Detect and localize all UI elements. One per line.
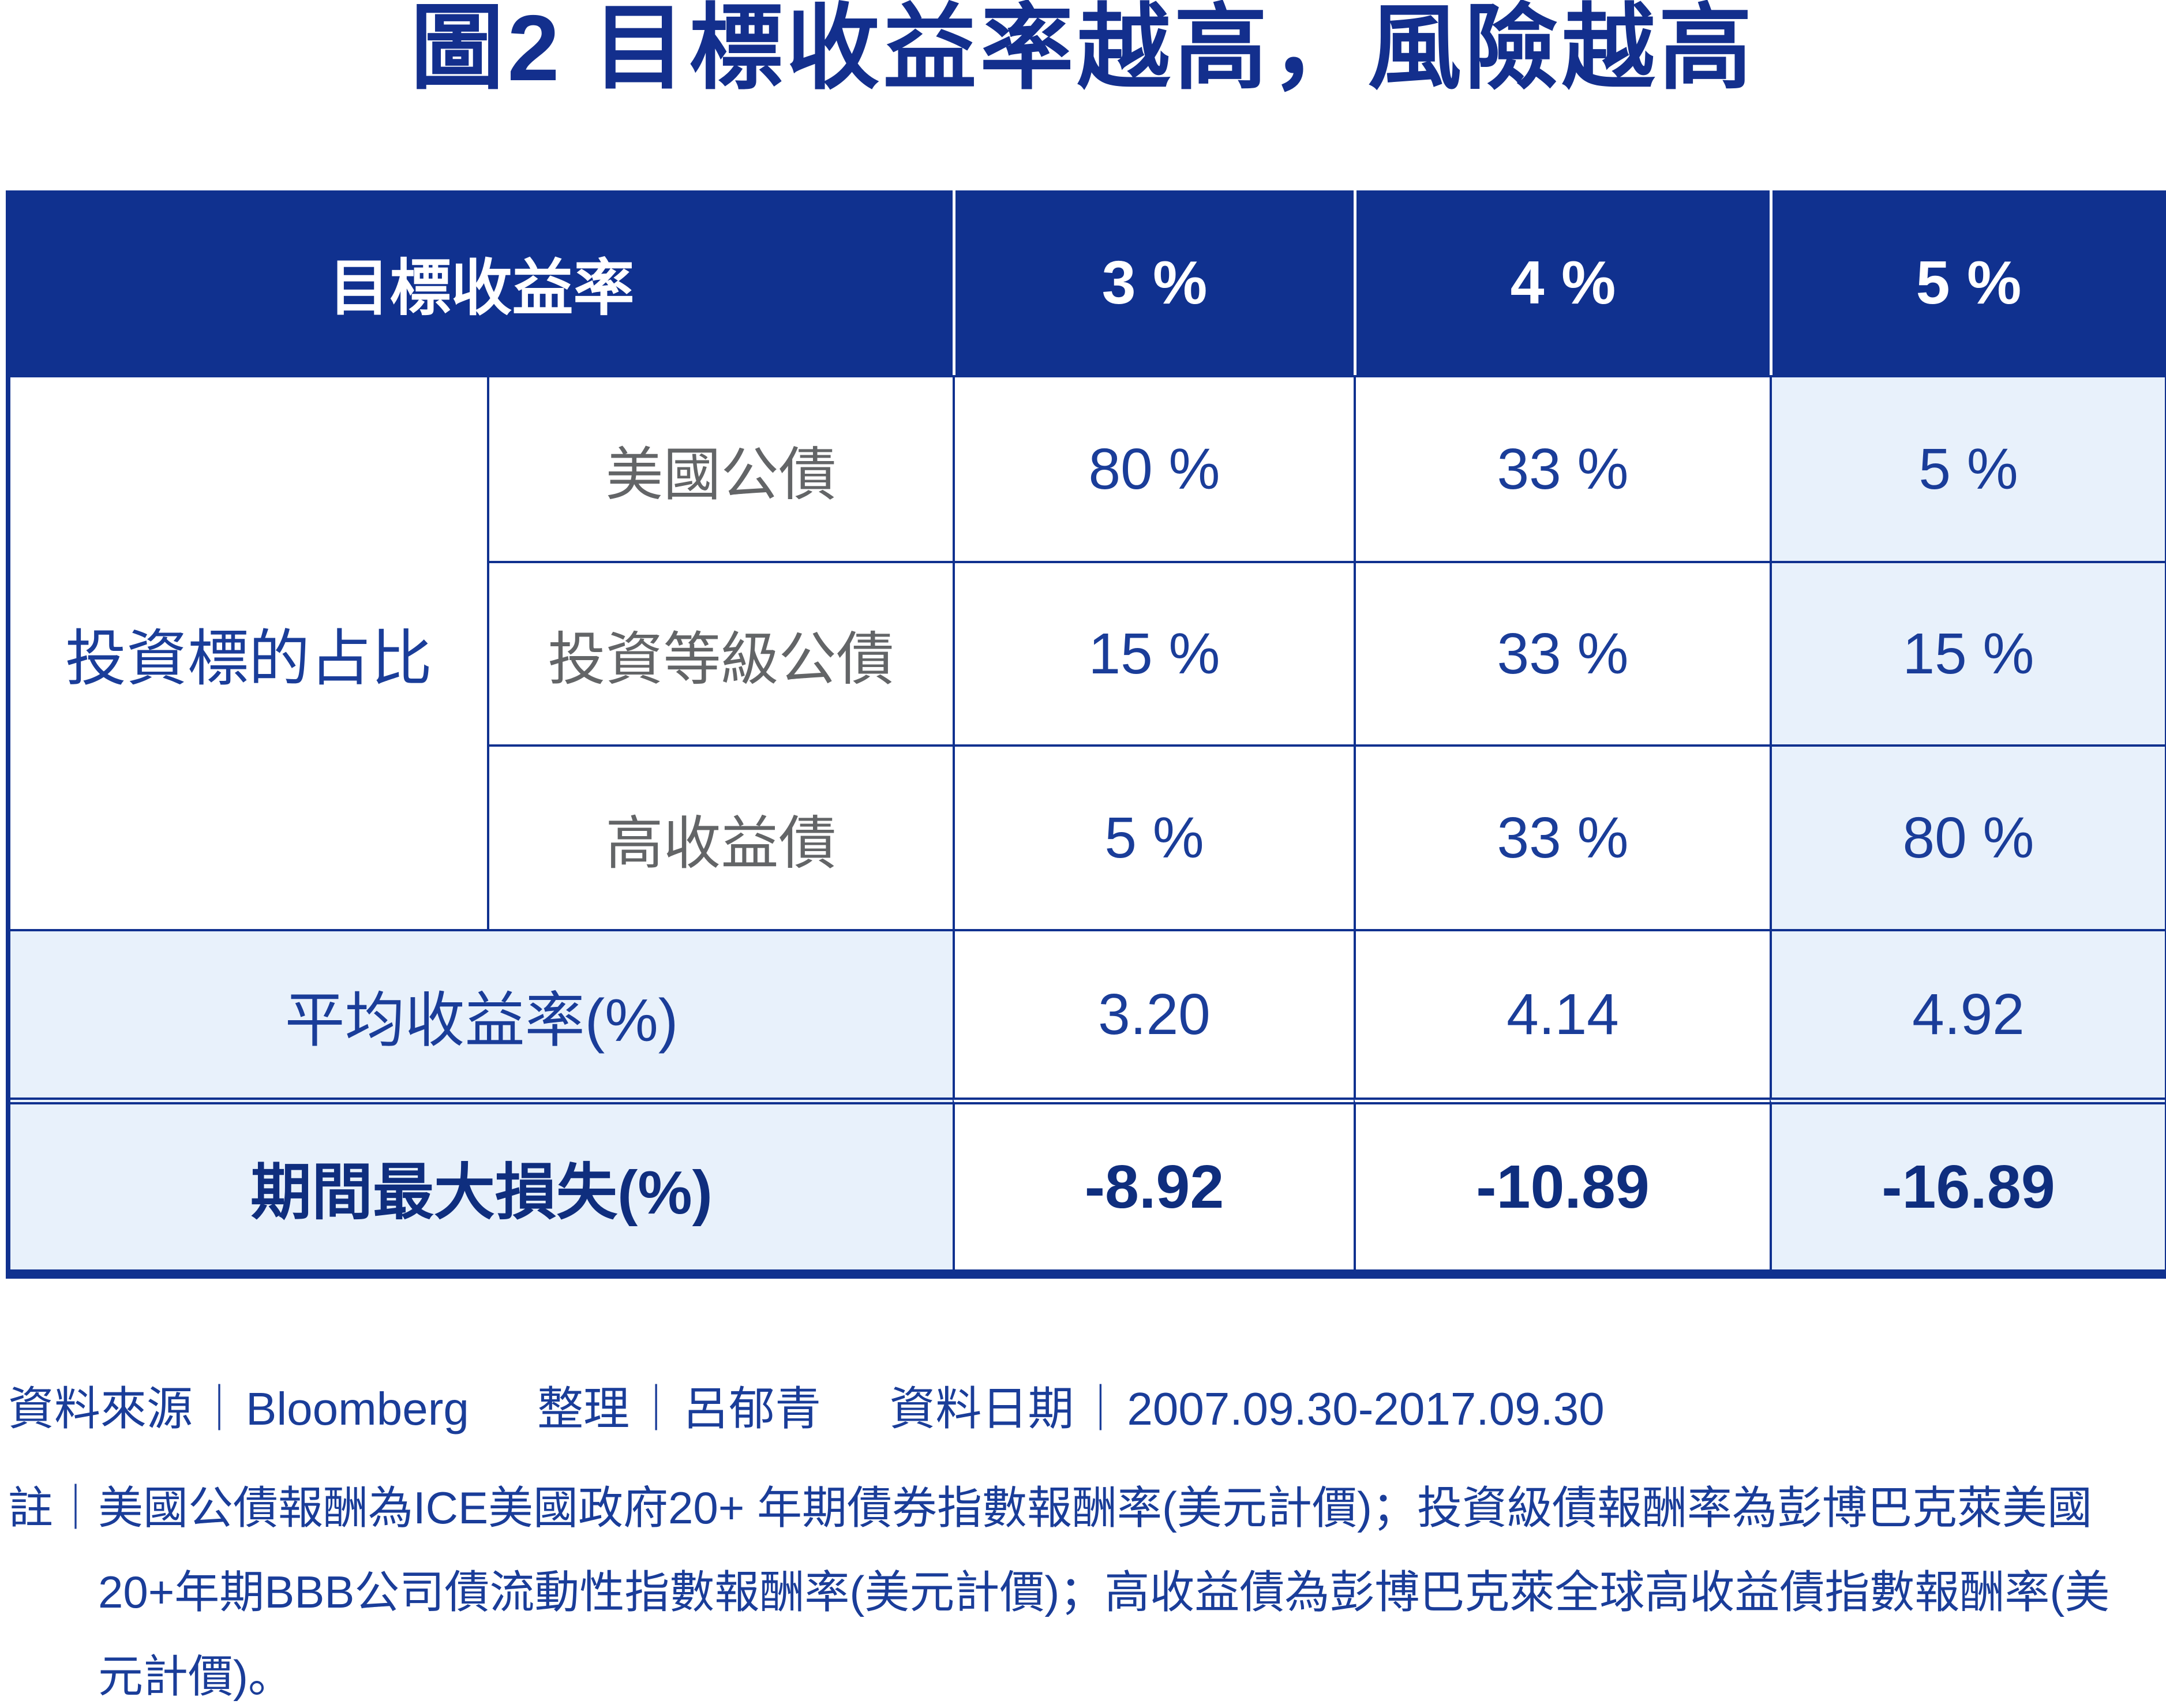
date-segment: 資料日期｜2007.09.30-2017.09.30 [889, 1383, 1604, 1434]
row-high-yield-label: 高收益債 [487, 744, 953, 929]
cell-investment-grade-5pct: 15 % [1770, 561, 2165, 744]
source-segment: 資料來源｜Bloomberg [8, 1383, 469, 1434]
source-line: 資料來源｜Bloomberg 整理｜呂郁青 資料日期｜2007.09.30-20… [8, 1374, 1660, 1444]
cell-us-treasury-4pct: 33 % [1354, 375, 1770, 561]
source-label: 資料來源 [8, 1383, 193, 1434]
separator-bar: ｜ [196, 1383, 242, 1434]
cell-high-yield-4pct: 33 % [1354, 744, 1770, 929]
allocation-group-label: 投資標的占比 [10, 375, 487, 929]
header-target-yield-label: 目標收益率 [10, 190, 953, 375]
editor-label: 整理 [537, 1383, 630, 1434]
cell-investment-grade-4pct: 33 % [1354, 561, 1770, 744]
max-loss-label: 期間最大損失(%) [10, 1098, 953, 1269]
header-col-4pct: 4 % [1354, 190, 1770, 375]
separator-bar: ｜ [633, 1383, 680, 1434]
cell-investment-grade-3pct: 15 % [953, 561, 1354, 744]
row-us-treasury-label: 美國公債 [487, 375, 953, 561]
cell-high-yield-3pct: 5 % [953, 744, 1354, 929]
date-value: 2007.09.30-2017.09.30 [1127, 1383, 1605, 1434]
cell-high-yield-5pct: 80 % [1770, 744, 2165, 929]
figure-title: 圖2 目標收益率越高，風險越高 [410, 0, 1756, 100]
note-line-3: 元計價)。 [98, 1651, 293, 1702]
separator-bar: ｜ [1077, 1383, 1124, 1434]
cell-max-loss-4pct: -10.89 [1354, 1098, 1770, 1269]
cell-avg-return-3pct: 3.20 [953, 929, 1354, 1098]
cell-avg-return-4pct: 4.14 [1354, 929, 1770, 1098]
note-lines: 美國公債報酬為ICE美國政府20+ 年期債券指數報酬率(美元計價)；投資級債報酬… [8, 1466, 2154, 1708]
editor-value: 呂郁青 [683, 1383, 822, 1434]
cell-us-treasury-3pct: 80 % [953, 375, 1354, 561]
note-line-2: 20+年期BBB公司債流動性指數報酬率(美元計價)；高收益債為彭博巴克萊全球高收… [98, 1567, 2110, 1617]
note-line-1: 美國公債報酬為ICE美國政府20+ 年期債券指數報酬率(美元計價)；投資級債報酬… [98, 1482, 2092, 1533]
target-yield-table: 目標收益率 3 % 4 % 5 % 投資標的占比 美國公債 80 % 33 % … [6, 190, 2166, 1279]
cell-us-treasury-5pct: 5 % [1770, 375, 2165, 561]
editor-segment: 整理｜呂郁青 [537, 1383, 821, 1434]
cell-avg-return-5pct: 4.92 [1770, 929, 2165, 1098]
source-value: Bloomberg [246, 1383, 469, 1434]
note-prefix: 註｜ [8, 1482, 99, 1533]
cell-max-loss-3pct: -8.92 [953, 1098, 1354, 1269]
date-label: 資料日期 [889, 1383, 1074, 1434]
cell-max-loss-5pct: -16.89 [1770, 1098, 2165, 1269]
avg-return-label: 平均收益率(%) [10, 929, 953, 1098]
header-col-3pct: 3 % [953, 190, 1354, 375]
row-investment-grade-label: 投資等級公債 [487, 561, 953, 744]
header-col-5pct: 5 % [1770, 190, 2165, 375]
note-block: 註｜ 美國公債報酬為ICE美國政府20+ 年期債券指數報酬率(美元計價)；投資級… [8, 1466, 2154, 1708]
